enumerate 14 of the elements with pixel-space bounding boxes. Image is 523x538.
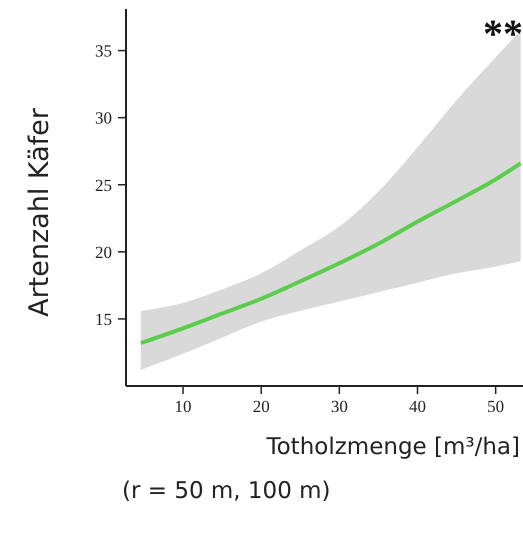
x-axis-title: Totholzmenge [m³/ha] (r = 50 m, 100 m) — [122, 434, 520, 504]
x-tick-label: 10 — [174, 397, 192, 416]
y-axis-title: Artenzahl Käfer — [24, 107, 55, 317]
x-tick-label: 30 — [330, 397, 348, 416]
line-series — [138, 161, 523, 346]
x-tick-label: 40 — [409, 397, 426, 416]
y-tick-label: 30 — [95, 108, 112, 128]
x-tick-label: 20 — [252, 397, 270, 416]
y-tick-label: 20 — [95, 242, 112, 262]
x-tick-label: 50 — [487, 397, 504, 416]
y-tick-label: 15 — [95, 310, 112, 329]
y-tick-label: 25 — [95, 176, 112, 195]
annotation: ** — [483, 11, 523, 56]
y-tick-label: 35 — [95, 42, 112, 61]
